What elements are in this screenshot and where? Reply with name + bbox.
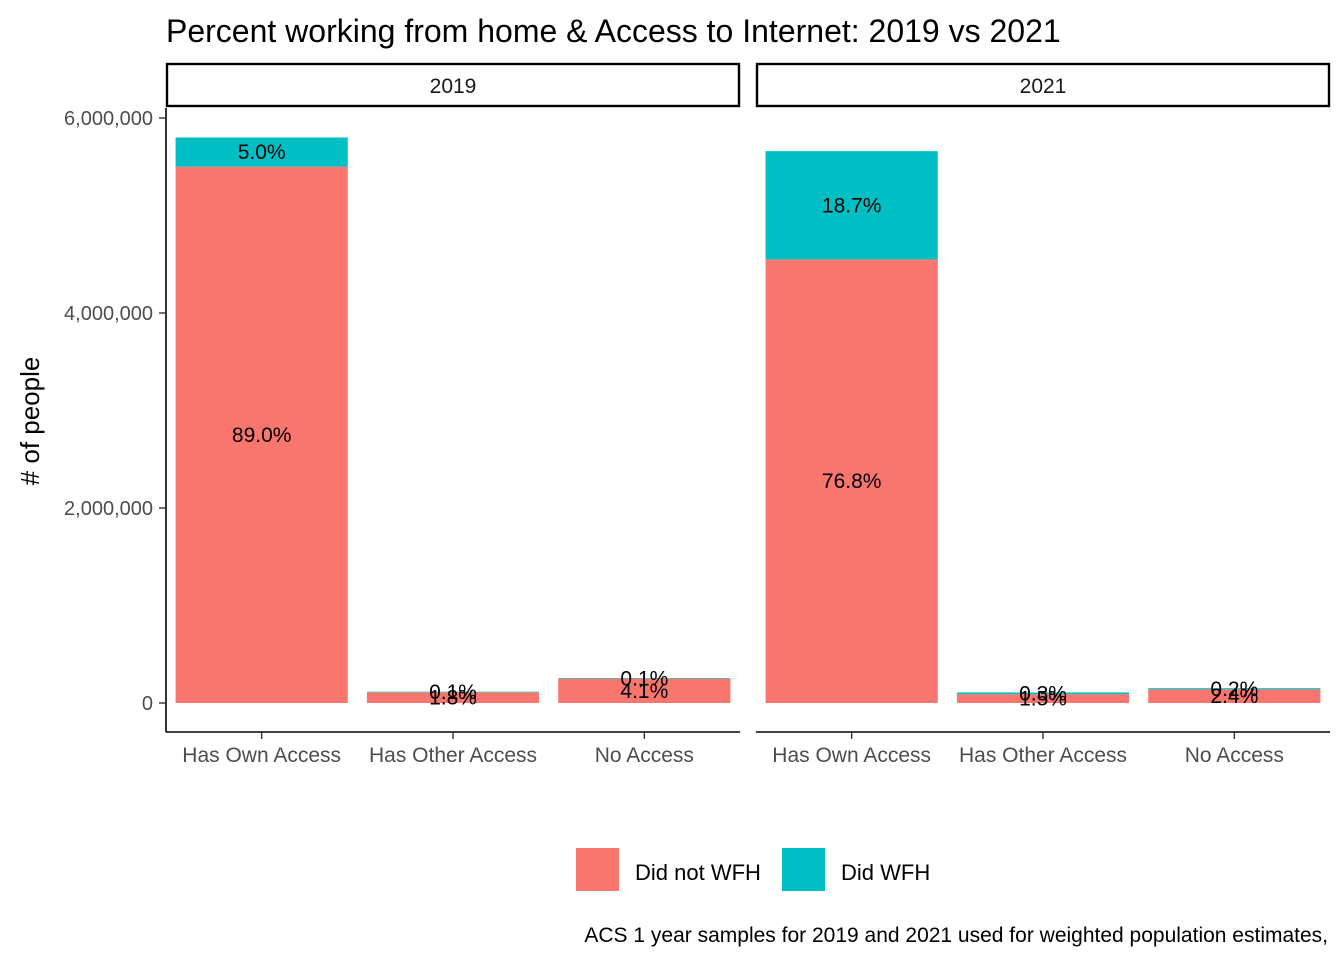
data-label: 1.5% xyxy=(1019,688,1067,711)
legend: Did not WFH Did WFH xyxy=(576,848,930,891)
legend-swatch xyxy=(782,848,825,891)
y-tick-label: 0 xyxy=(142,693,153,715)
chart-caption: ACS 1 year samples for 2019 and 2021 use… xyxy=(584,924,1328,947)
y-axis-title: # of people xyxy=(15,357,45,486)
data-label: 0.3% xyxy=(1019,682,1067,705)
y-axis: 0 2,000,000 4,000,000 6,000,000 xyxy=(64,108,167,732)
bar-segment xyxy=(558,678,731,679)
facet-strip-label: 2021 xyxy=(1020,75,1067,98)
data-label: 89.0% xyxy=(232,424,292,447)
data-label: 18.7% xyxy=(822,194,882,217)
facet-strip xyxy=(165,62,741,108)
bar-segment xyxy=(175,166,348,703)
data-label: 76.8% xyxy=(822,470,882,493)
x-tick-label: Has Own Access xyxy=(182,744,341,767)
data-label: 1.8% xyxy=(429,687,477,710)
x-tick-label: No Access xyxy=(1185,744,1284,767)
data-label: 0.1% xyxy=(620,667,668,690)
data-label: 5.0% xyxy=(238,141,286,164)
x-tick-label: Has Other Access xyxy=(369,744,537,767)
y-tick-label: 6,000,000 xyxy=(64,108,153,130)
x-tick-label: Has Other Access xyxy=(959,744,1127,767)
facet-strip-label: 2019 xyxy=(430,75,477,98)
chart-title: Percent working from home & Access to In… xyxy=(166,13,1061,49)
bar-segment xyxy=(956,694,1130,703)
bar-segment xyxy=(175,137,348,167)
legend-label: Did WFH xyxy=(841,860,930,885)
bar-segment xyxy=(366,692,540,703)
x-tick-label: Has Own Access xyxy=(772,744,931,767)
legend-swatch xyxy=(576,848,619,891)
data-label: 0.2% xyxy=(1210,678,1258,701)
x-tick-label: No Access xyxy=(595,744,694,767)
data-label: 2.4% xyxy=(1210,685,1258,708)
y-tick-label: 4,000,000 xyxy=(64,303,153,325)
bar-segment xyxy=(765,259,938,703)
bar-segment xyxy=(558,678,731,703)
bar-segment xyxy=(765,151,938,260)
bar-segment xyxy=(1148,689,1321,703)
data-label: 0.1% xyxy=(429,681,477,704)
facet-panel-2021: 2021 76.8% 18.7% Has Own Access 1.5%0.3% Has … xyxy=(755,62,1331,767)
facet-strip xyxy=(755,62,1331,108)
bar-segment xyxy=(1148,688,1321,690)
bar-segment xyxy=(366,691,540,693)
y-tick-label: 2,000,000 xyxy=(64,498,153,520)
legend-label: Did not WFH xyxy=(635,860,761,885)
data-label: 4.1% xyxy=(620,680,668,703)
bar-segment xyxy=(956,692,1130,695)
